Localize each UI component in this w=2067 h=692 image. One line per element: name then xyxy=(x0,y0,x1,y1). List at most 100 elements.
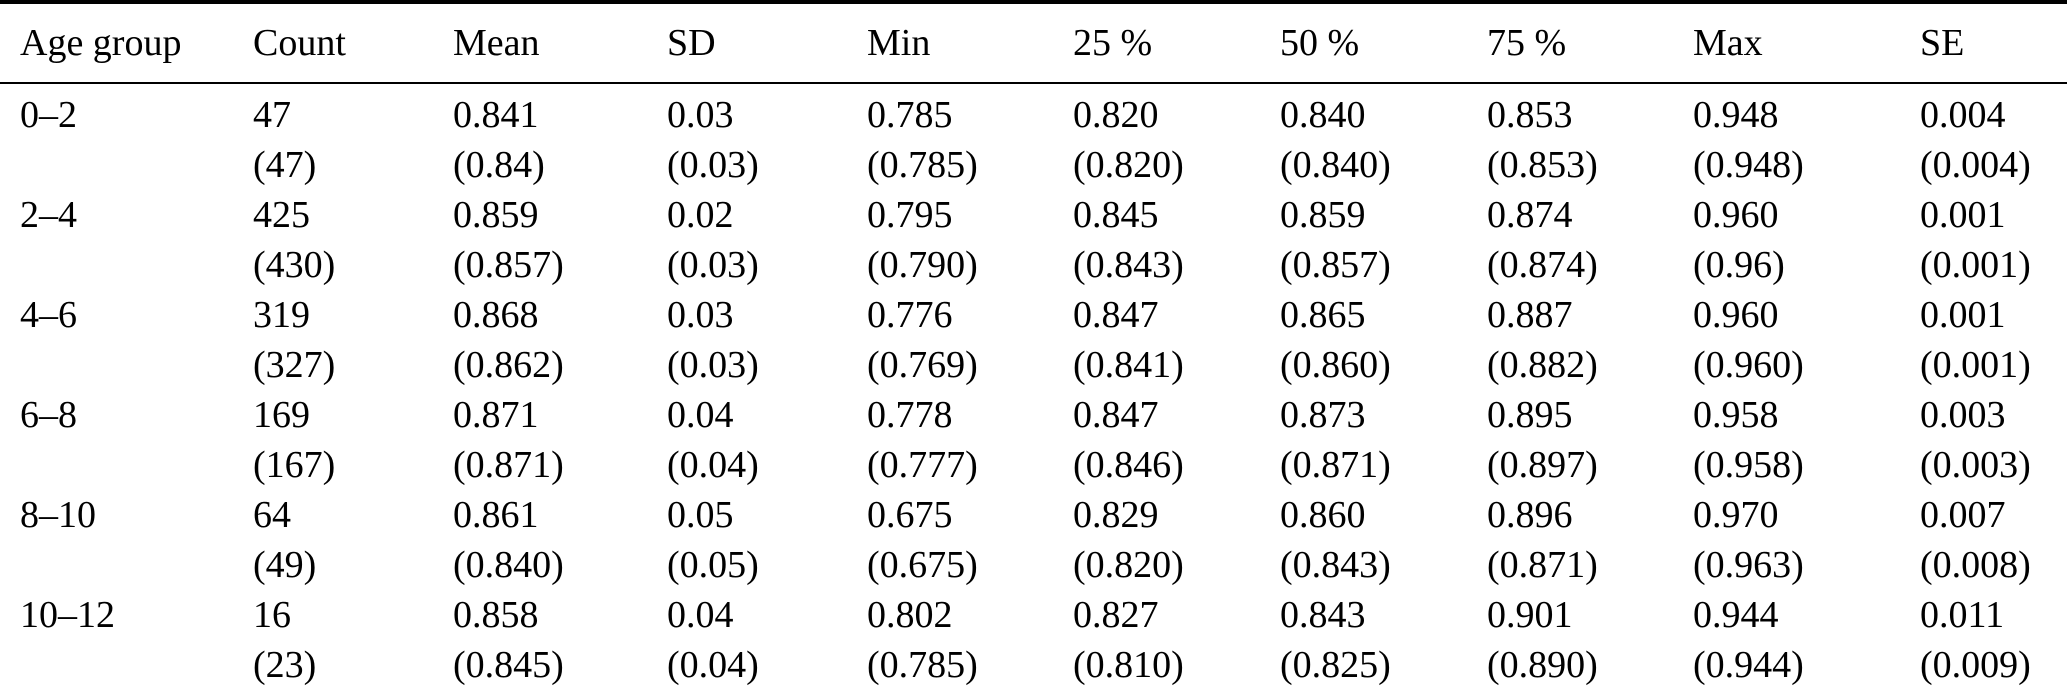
value-cell: 0.847 xyxy=(1073,394,1159,436)
value-cell-parenthesized: (0.008) xyxy=(1920,544,2031,586)
age-group-cell-empty xyxy=(0,140,253,190)
value-cell: 0.802 xyxy=(867,594,953,636)
value-cell: 0.887 xyxy=(1487,294,1573,336)
value-cell-parenthesized: (0.05) xyxy=(667,544,759,586)
value-cell: 0.944 xyxy=(1693,594,1779,636)
value-cell: 0.001 xyxy=(1920,194,2006,236)
value-cell: 0.778 xyxy=(867,394,953,436)
column-header-se: SE xyxy=(1920,2,2067,84)
age-group-cell: 10–12 xyxy=(20,594,115,636)
table-row-parenthesized: (49) (0.840) (0.05) (0.675) (0.820) (0.843) (0… xyxy=(0,540,2067,590)
age-group-cell: 4–6 xyxy=(20,294,77,336)
value-cell-parenthesized: (0.840) xyxy=(1280,144,1391,186)
table-row-main: 10–12 16 0.858 0.04 0.802 0.827 0.843 0.901 0.94… xyxy=(0,590,2067,640)
value-cell-parenthesized: (0.04) xyxy=(667,444,759,486)
value-cell: 169 xyxy=(253,394,310,436)
age-group-cell-empty xyxy=(0,640,253,692)
value-cell-parenthesized: (0.785) xyxy=(867,644,978,686)
value-cell-parenthesized: (0.958) xyxy=(1693,444,1804,486)
value-cell: 0.895 xyxy=(1487,394,1573,436)
age-group-cell: 6–8 xyxy=(20,394,77,436)
value-cell-parenthesized: (0.841) xyxy=(1073,344,1184,386)
value-cell-parenthesized: (0.871) xyxy=(1487,544,1598,586)
value-cell: 16 xyxy=(253,594,291,636)
value-cell-parenthesized: (0.009) xyxy=(1920,644,2031,686)
column-header-age-group: Age group xyxy=(0,2,253,84)
value-cell: 0.861 xyxy=(453,494,539,536)
value-cell: 0.841 xyxy=(453,94,539,136)
column-header-sd: SD xyxy=(667,2,867,84)
value-cell: 0.03 xyxy=(667,94,734,136)
value-cell: 0.820 xyxy=(1073,94,1159,136)
table-row-parenthesized: (327) (0.862) (0.03) (0.769) (0.841) (0.860) (… xyxy=(0,340,2067,390)
value-cell-parenthesized: (0.853) xyxy=(1487,144,1598,186)
value-cell: 0.874 xyxy=(1487,194,1573,236)
value-cell: 0.896 xyxy=(1487,494,1573,536)
value-cell: 0.901 xyxy=(1487,594,1573,636)
value-cell: 0.011 xyxy=(1920,594,2005,636)
value-cell-parenthesized: (0.846) xyxy=(1073,444,1184,486)
value-cell: 0.827 xyxy=(1073,594,1159,636)
value-cell-parenthesized: (0.960) xyxy=(1693,344,1804,386)
value-cell-parenthesized: (0.871) xyxy=(1280,444,1391,486)
table-row-main: 6–8 169 0.871 0.04 0.778 0.847 0.873 0.895 0.958… xyxy=(0,390,2067,440)
value-cell-parenthesized: (0.963) xyxy=(1693,544,1804,586)
table-row-parenthesized: (430) (0.857) (0.03) (0.790) (0.843) (0.857) (… xyxy=(0,240,2067,290)
table-row-main: 0–2 47 0.841 0.03 0.785 0.820 0.840 0.853 0.948 0… xyxy=(0,83,2067,140)
value-cell: 0.843 xyxy=(1280,594,1366,636)
value-cell-parenthesized: (0.03) xyxy=(667,244,759,286)
age-group-cell-empty xyxy=(0,340,253,390)
column-header-count: Count xyxy=(253,2,453,84)
column-header-mean: Mean xyxy=(453,2,667,84)
value-cell: 0.860 xyxy=(1280,494,1366,536)
value-cell-parenthesized: (0.860) xyxy=(1280,344,1391,386)
value-cell: 0.858 xyxy=(453,594,539,636)
value-cell: 0.948 xyxy=(1693,94,1779,136)
value-cell: 0.776 xyxy=(867,294,953,336)
table-row-parenthesized: (167) (0.871) (0.04) (0.777) (0.846) (0.871) (… xyxy=(0,440,2067,490)
value-cell: 0.785 xyxy=(867,94,953,136)
value-cell-parenthesized: (0.769) xyxy=(867,344,978,386)
value-cell-parenthesized: (0.675) xyxy=(867,544,978,586)
value-cell-parenthesized: (0.820) xyxy=(1073,544,1184,586)
value-cell: 0.02 xyxy=(667,194,734,236)
value-cell: 0.829 xyxy=(1073,494,1159,536)
value-cell-parenthesized: (0.890) xyxy=(1487,644,1598,686)
value-cell-parenthesized: (0.004) xyxy=(1920,144,2031,186)
value-cell-parenthesized: (167) xyxy=(253,444,336,486)
age-group-cell: 2–4 xyxy=(20,194,77,236)
value-cell: 0.001 xyxy=(1920,294,2006,336)
column-header-50pct: 50 % xyxy=(1280,2,1487,84)
value-cell: 0.853 xyxy=(1487,94,1573,136)
value-cell: 0.03 xyxy=(667,294,734,336)
value-cell-parenthesized: (47) xyxy=(253,144,317,186)
value-cell-parenthesized: (0.001) xyxy=(1920,244,2031,286)
value-cell: 319 xyxy=(253,294,310,336)
value-cell-parenthesized: (0.84) xyxy=(453,144,545,186)
value-cell-parenthesized: (0.820) xyxy=(1073,144,1184,186)
value-cell-parenthesized: (0.777) xyxy=(867,444,978,486)
header-row: Age group Count Mean SD Min 25 % 50 % 75… xyxy=(0,2,2067,84)
value-cell: 425 xyxy=(253,194,310,236)
value-cell: 0.859 xyxy=(453,194,539,236)
value-cell: 0.05 xyxy=(667,494,734,536)
column-header-75pct: 75 % xyxy=(1487,2,1693,84)
value-cell: 0.840 xyxy=(1280,94,1366,136)
value-cell-parenthesized: (0.948) xyxy=(1693,144,1804,186)
value-cell-parenthesized: (0.944) xyxy=(1693,644,1804,686)
value-cell-parenthesized: (0.857) xyxy=(453,244,564,286)
value-cell-parenthesized: (0.845) xyxy=(453,644,564,686)
value-cell: 0.845 xyxy=(1073,194,1159,236)
age-group-cell: 0–2 xyxy=(20,94,77,136)
value-cell: 0.970 xyxy=(1693,494,1779,536)
value-cell: 0.868 xyxy=(453,294,539,336)
value-cell-parenthesized: (0.857) xyxy=(1280,244,1391,286)
value-cell-parenthesized: (430) xyxy=(253,244,336,286)
value-cell-parenthesized: (0.03) xyxy=(667,344,759,386)
age-group-cell-empty xyxy=(0,440,253,490)
value-cell-parenthesized: (327) xyxy=(253,344,336,386)
value-cell-parenthesized: (0.843) xyxy=(1280,544,1391,586)
value-cell: 0.960 xyxy=(1693,194,1779,236)
column-header-max: Max xyxy=(1693,2,1920,84)
